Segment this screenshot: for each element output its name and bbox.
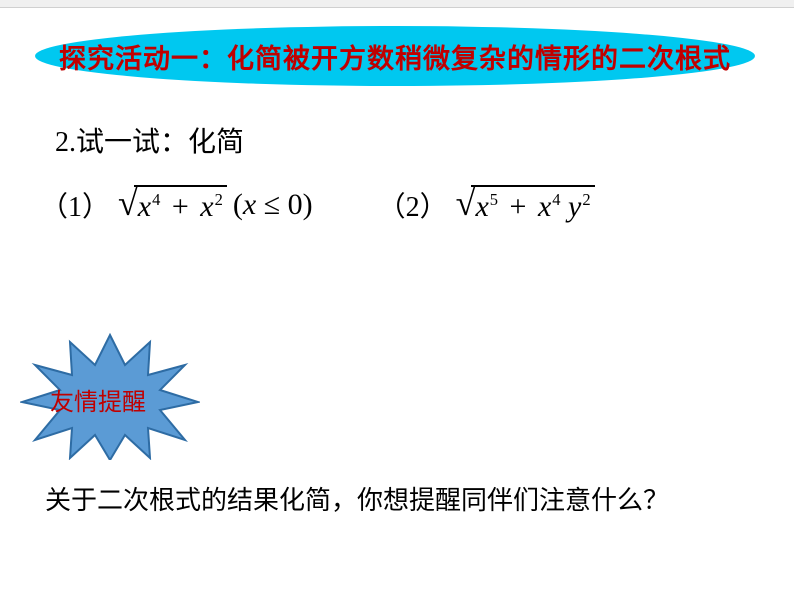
exp-5: 5 [490,190,498,209]
exp-4: 4 [552,190,560,209]
bottom-question: 关于二次根式的结果化简，你想提醒同伴们注意什么？ [45,480,669,517]
var-x: x [200,190,213,223]
problem1-expression: √ x4 + x2 (x ≤ 0) [118,185,313,225]
var-x: x [538,190,551,223]
plus-sign: + [172,190,189,223]
exp-2: 2 [582,190,590,209]
problem2-expression: √ x5 + x4 y2 [456,185,595,225]
plus-sign: + [510,190,527,223]
problem2-label: （2） [378,185,448,225]
window-topbar [0,0,794,8]
title-oval: 探究活动一：化简被开方数稍微复杂的情形的二次根式 [35,26,755,86]
problem1-condition: (x ≤ 0) [233,188,313,222]
var-x: x [138,190,151,223]
var-x: x [475,190,488,223]
problems-row: （1） √ x4 + x2 (x ≤ 0) （2） √ x5 + x4 y2 [40,185,760,225]
var-y: y [568,190,581,223]
subtitle: 2.试一试：化简 [55,120,244,160]
problem1-label: （1） [40,185,110,225]
reminder-badge-text: 友情提醒 [50,382,146,417]
activity-title: 探究活动一：化简被开方数稍微复杂的情形的二次根式 [59,37,731,76]
exp-4: 4 [152,190,160,209]
exp-2: 2 [215,190,223,209]
